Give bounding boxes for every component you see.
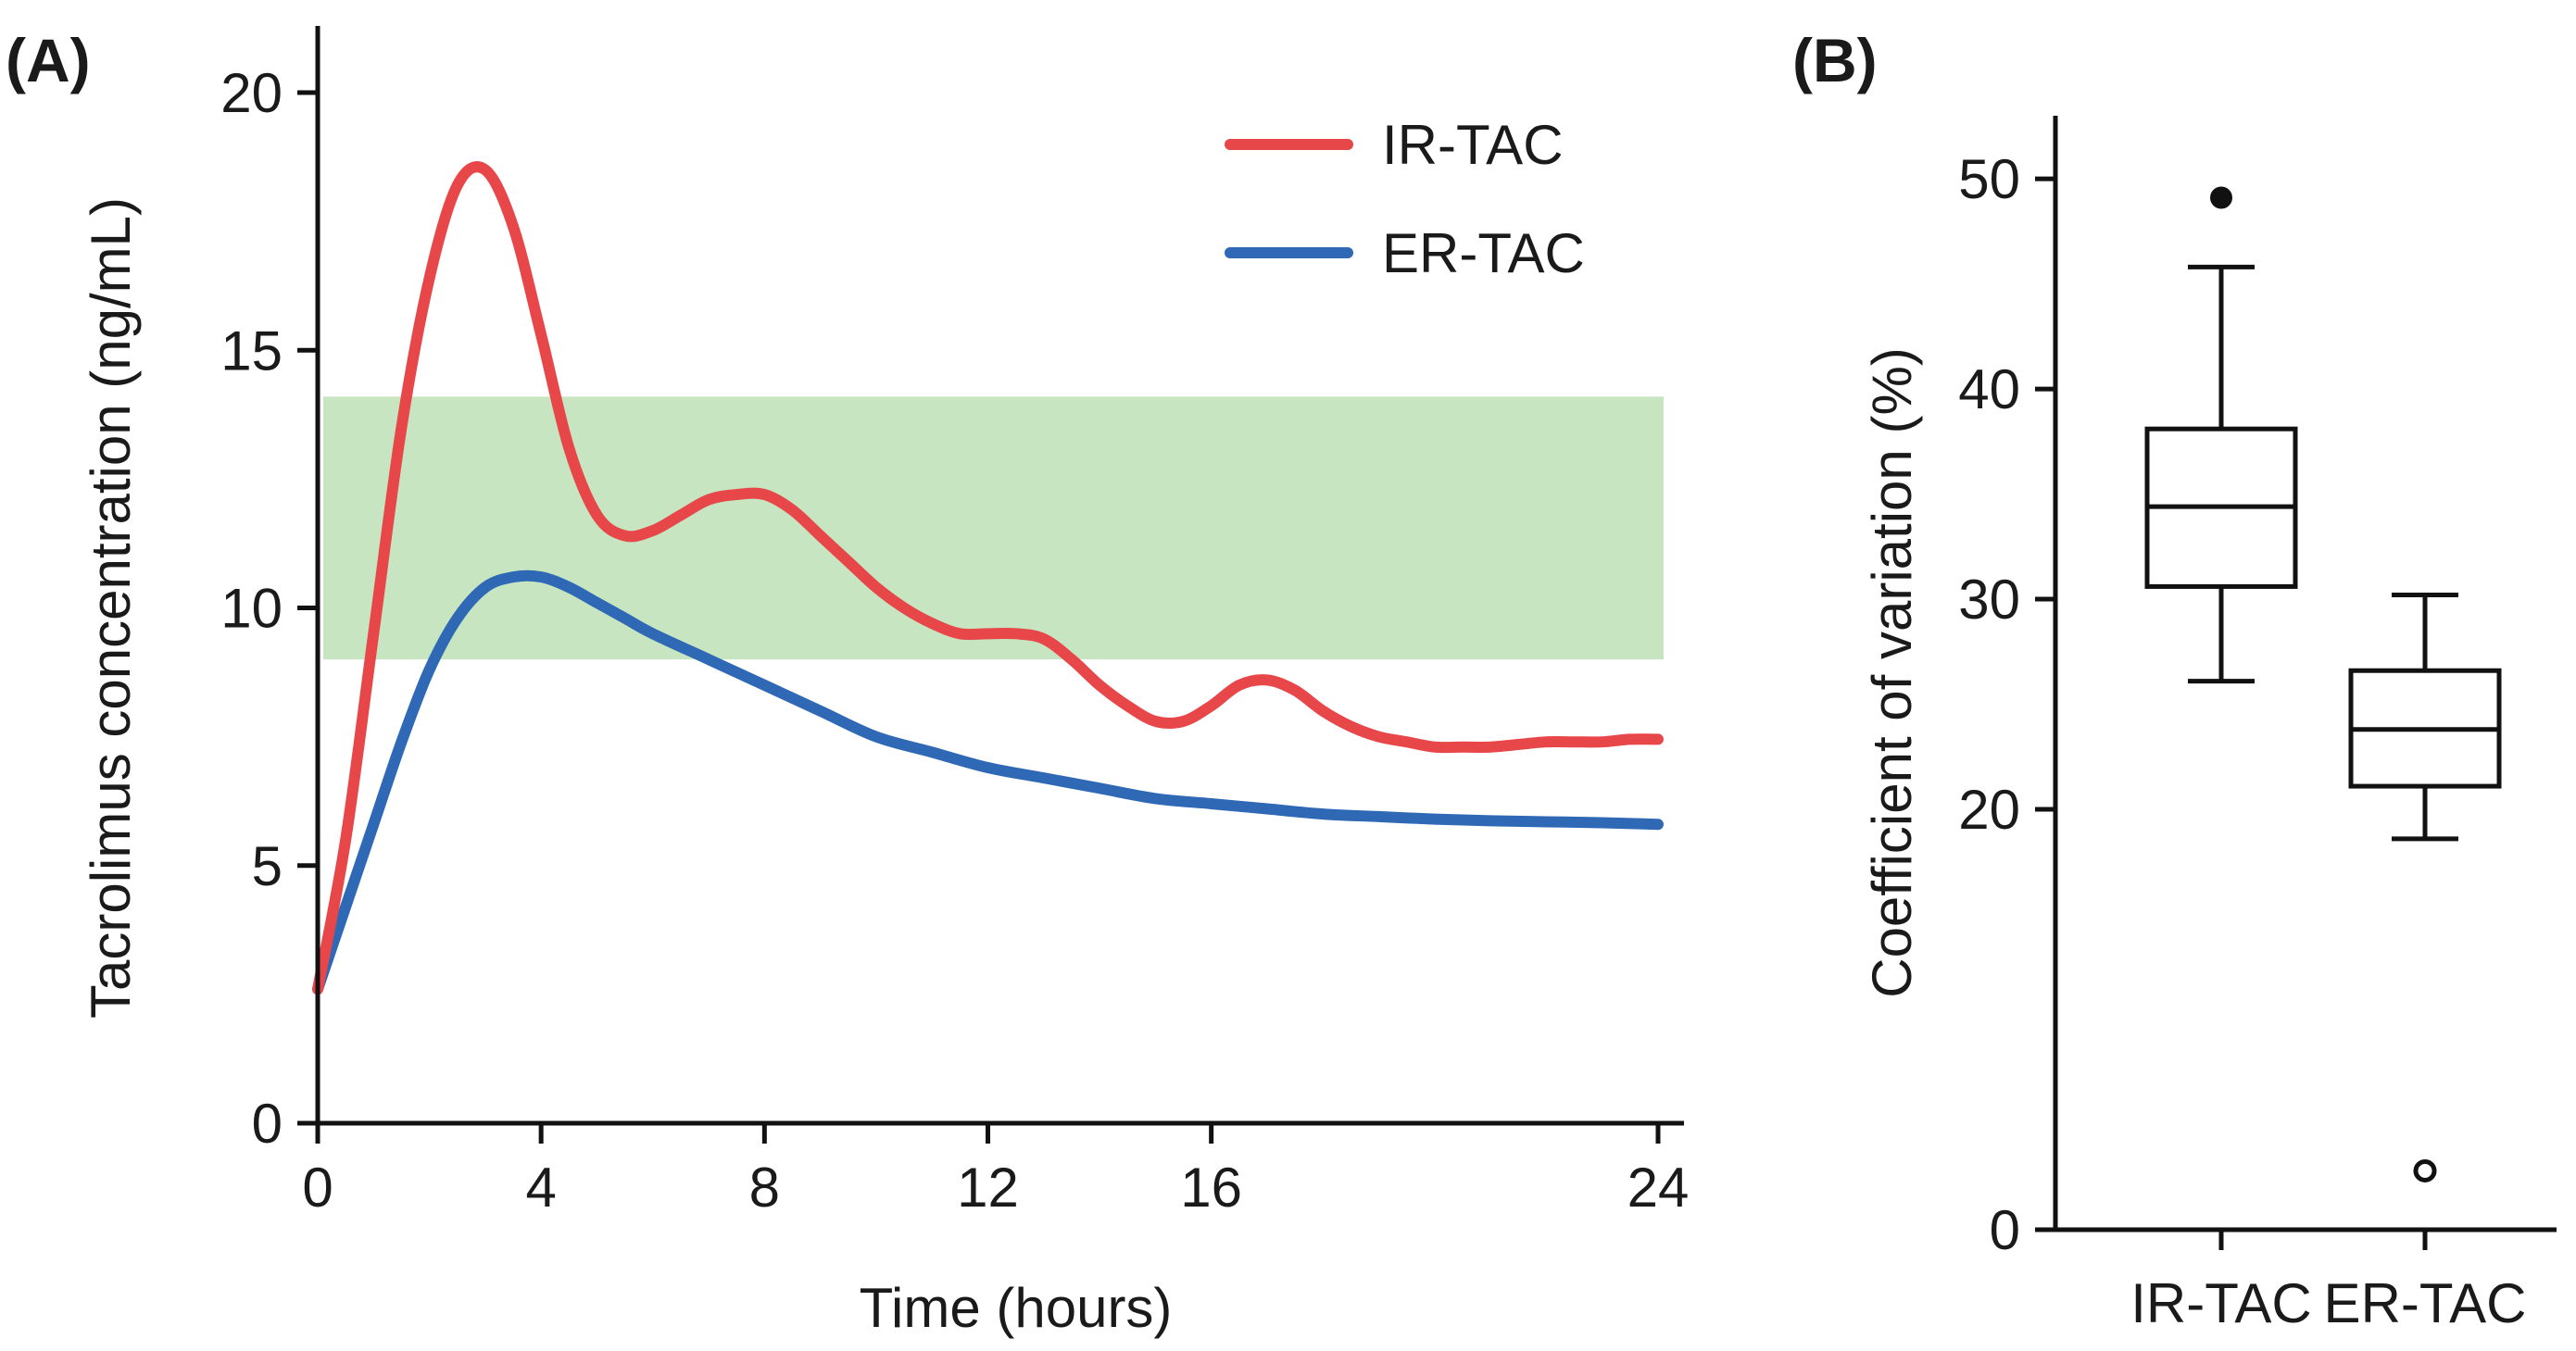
x-tick-label-8: 8 [749, 1157, 780, 1219]
panel-a-label: (A) [6, 26, 91, 94]
panel-a-x-axis-title: Time (hours) [860, 1277, 1173, 1339]
panel-b-label: (B) [1792, 26, 1878, 94]
panel-b-y-ticks: 0 20 30 40 50 [1958, 148, 2055, 1261]
outlier-ir-tac-0 [2210, 186, 2232, 209]
therapeutic-range-band [323, 396, 1664, 660]
panel-a-y-ticks: 0 5 10 15 20 [220, 62, 318, 1155]
b-x-tick-label-ir-tac: IR-TAC [2130, 1272, 2312, 1334]
panel-a-legend: IR-TAC ER-TAC [1225, 114, 1585, 284]
legend-label-ir-tac: IR-TAC [1382, 114, 1564, 176]
y-tick-label-15: 15 [220, 319, 283, 382]
x-tick-label-4: 4 [525, 1157, 556, 1219]
b-y-tick-label-0: 0 [1990, 1199, 2020, 1261]
b-y-tick-label-40: 40 [1958, 358, 2020, 420]
y-tick-label-5: 5 [252, 835, 283, 897]
legend-label-er-tac: ER-TAC [1382, 222, 1585, 284]
b-y-tick-label-50: 50 [1958, 148, 2020, 210]
series-line-ir-tac [312, 161, 1664, 995]
b-x-tick-label-er-tac: ER-TAC [2324, 1272, 2527, 1334]
panel-a-y-axis-title: Tacrolimus concentration (ng/mL) [80, 197, 142, 1019]
panel-b-x-ticks: IR-TAC ER-TAC [2130, 1230, 2526, 1334]
x-tick-label-16: 16 [1180, 1157, 1242, 1219]
y-tick-label-10: 10 [220, 578, 283, 640]
b-y-tick-label-30: 30 [1958, 569, 2020, 631]
panel-b-boxes [2144, 186, 2502, 1182]
panel-b: (B) 0 20 30 40 50 IR-TAC ER-TAC Coefficient o… [1792, 26, 2557, 1334]
y-tick-label-20: 20 [220, 62, 283, 124]
panel-a-x-ticks: 0 4 8 12 16 24 [302, 1123, 1689, 1219]
series-line-er-tac [312, 569, 1664, 995]
x-tick-label-12: 12 [957, 1157, 1019, 1219]
outlier-er-tac-0 [2413, 1158, 2437, 1182]
b-y-tick-label-20: 20 [1958, 779, 2020, 841]
panel-a-series [312, 161, 1664, 995]
panel-b-y-axis-title: Coefficient of variation (%) [1861, 347, 1923, 998]
x-tick-label-0: 0 [302, 1157, 333, 1219]
x-tick-label-24: 24 [1627, 1157, 1690, 1219]
y-tick-label-0: 0 [252, 1093, 283, 1155]
panel-a: (A) 0 5 10 15 20 0 4 8 12 16 24 Time (hours) Tacr… [6, 26, 1689, 1339]
